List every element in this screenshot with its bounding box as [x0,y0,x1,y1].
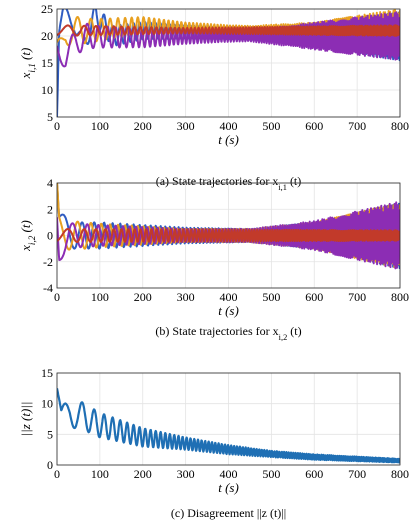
x-tick-label: 700 [348,119,366,133]
x-tick-label: 500 [262,290,280,304]
x-axis-label: t (s) [218,303,239,318]
y-tick-label: -2 [43,255,53,269]
x-tick-label: 600 [305,119,323,133]
y-tick-label: 0 [47,229,53,243]
x-tick-label: 700 [348,290,366,304]
y-tick-label: 10 [41,397,53,411]
x-tick-label: 0 [54,467,60,481]
x-tick-label: 400 [220,467,238,481]
y-axis-label: xi,1 (t) [18,48,37,80]
y-tick-label: 0 [47,458,53,472]
plot-area [57,9,400,117]
x-axis-label: t (s) [218,132,239,147]
x-tick-label: 600 [305,467,323,481]
axes-frame [56,372,401,466]
series-line-1 [57,388,400,464]
x-tick-label: 100 [91,290,109,304]
panel-a: 0 100 200 300 400 500 600 700 800 5 10 15 20 25 t (s) x… [18,2,409,192]
x-tick-label: 400 [220,290,238,304]
y-tick-label: 5 [47,427,53,441]
x-tick-label: 200 [134,119,152,133]
y-tick-label: 15 [41,56,53,70]
plot-area [57,183,400,270]
series-line-4 [57,24,400,37]
x-tick-label: 200 [134,467,152,481]
y-tick-label: 10 [41,83,53,97]
x-tick-label: 800 [391,290,409,304]
axes-frame [56,8,401,118]
x-axis-label: t (s) [218,480,239,495]
y-tick-label: 25 [41,2,53,16]
panel-caption: (c) Disagreement ||z (t)|| [171,506,286,520]
x-tick-label: 300 [177,290,195,304]
x-tick-label: 200 [134,290,152,304]
y-tick-label: 15 [41,366,53,380]
x-tick-label: 100 [91,119,109,133]
x-tick-label: 300 [177,467,195,481]
x-tick-label: 800 [391,119,409,133]
y-tick-label: 4 [47,176,53,190]
plot-area [57,388,400,464]
x-tick-label: 500 [262,119,280,133]
y-tick-label: -4 [43,281,53,295]
x-tick-label: 100 [91,467,109,481]
y-axis-label: ||z (t)|| [18,402,33,437]
x-tick-label: 600 [305,290,323,304]
panel-caption: (b) State trajectories for xi,2 (t) [155,324,301,342]
y-tick-label: 2 [47,202,53,216]
panel-caption: (a) State trajectories for xi,1 (t) [156,174,302,192]
x-tick-label: 400 [220,119,238,133]
x-tick-label: 300 [177,119,195,133]
axes-frame [56,182,401,289]
x-tick-label: 0 [54,290,60,304]
series-line-4 [57,228,400,243]
series-line-3 [57,11,400,68]
x-tick-label: 700 [348,467,366,481]
panel-b: 0 100 200 300 400 500 600 700 800 -4 -2 0 2 4 t (s) xi,… [18,176,409,342]
x-tick-label: 0 [54,119,60,133]
y-axis-label: xi,2 (t) [18,220,37,252]
x-tick-label: 500 [262,467,280,481]
y-tick-label: 20 [41,29,53,43]
y-tick-label: 5 [47,110,53,124]
x-tick-label: 800 [391,467,409,481]
panel-c: 0 100 200 300 400 500 600 700 800 0 5 10 15 t (s) ||z … [18,366,409,520]
